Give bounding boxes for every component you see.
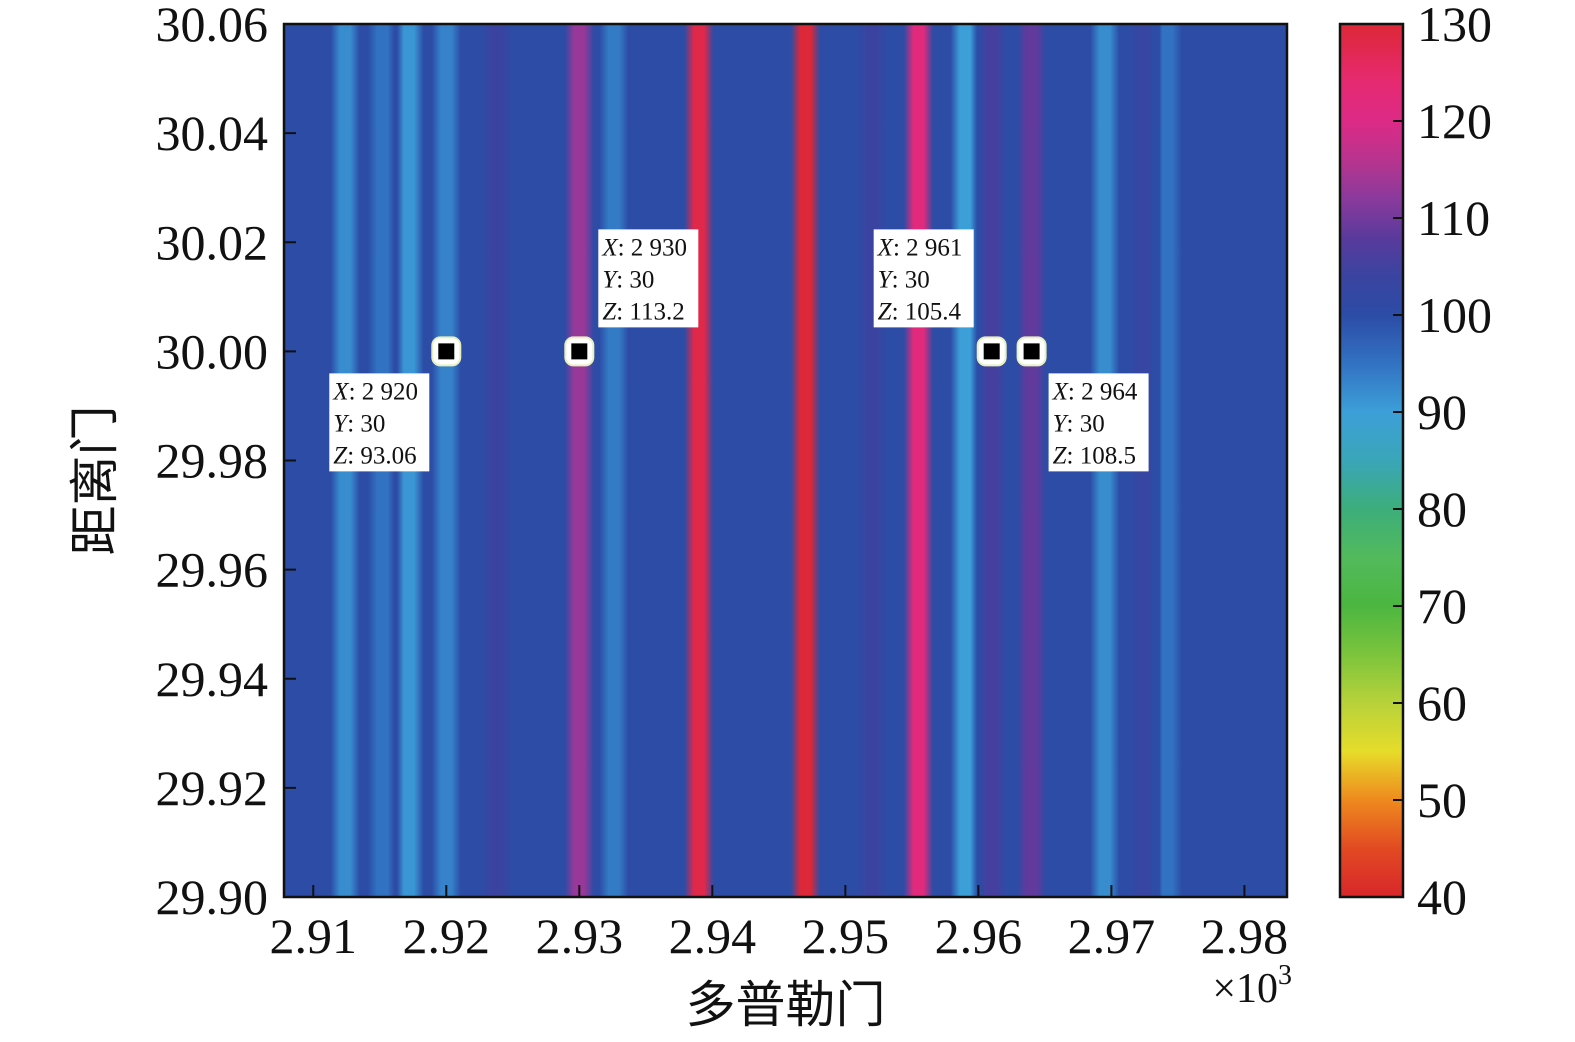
colorbar-tick-label: 60	[1417, 675, 1467, 731]
colorbar-tick-label: 100	[1417, 287, 1492, 343]
y-axis-ticks: 29.90 29.92 29.94 29.96 29.98 30.00 30.02 30.04…	[156, 0, 296, 925]
colorbar-tick-label: 90	[1417, 384, 1467, 440]
data-tip-box	[873, 229, 974, 328]
colorbar-tick-label: 110	[1417, 190, 1490, 246]
x-tick-label: 2.91	[270, 908, 358, 964]
y-tick-label: 30.02	[156, 214, 269, 270]
y-tick-label: 30.06	[156, 0, 269, 52]
x-tick-label: 2.97	[1068, 908, 1156, 964]
y-tick-label: 29.98	[156, 433, 269, 489]
data-tip-line-x: X: 2 920	[332, 378, 418, 405]
colorbar-ticks: 40 50 60 70 80 90 100 110 120 130	[1393, 0, 1492, 925]
data-marker-core	[571, 343, 588, 360]
data-tip-line-y: Y: 30	[878, 266, 930, 293]
data-tip-box	[1048, 373, 1149, 472]
data-tip-line-z: Z: 105.4	[878, 298, 962, 325]
x-tick-label: 2.92	[403, 908, 491, 964]
data-tip-line-x: X: 2 964	[1052, 378, 1138, 405]
colorbar-tick-label: 80	[1417, 481, 1467, 537]
data-marker-core	[983, 343, 1000, 360]
x-axis-multiplier-exponent: 3	[1278, 960, 1292, 991]
data-marker-core	[1023, 343, 1040, 360]
data-tip-line-z: Z: 108.5	[1053, 442, 1136, 469]
colorbar-tick-label: 120	[1417, 93, 1492, 149]
colorbar-tick-label: 40	[1417, 869, 1467, 925]
colorbar-tick-label: 70	[1417, 578, 1467, 634]
x-axis-multiplier-base: ×10	[1212, 966, 1278, 1012]
data-tip-box	[329, 373, 430, 472]
colorbar	[1340, 24, 1403, 897]
y-tick-label: 29.92	[156, 760, 269, 816]
y-tick-label: 29.90	[156, 869, 269, 925]
data-tip-line-x: X: 2 930	[601, 234, 687, 261]
x-tick-label: 2.98	[1201, 908, 1289, 964]
data-tip-line-z: Z: 113.2	[602, 298, 684, 325]
x-axis-ticks: 2.91 2.92 2.93 2.94 2.95 2.96 2.97 2.98	[270, 885, 1289, 964]
data-tip-box	[598, 229, 699, 328]
x-tick-label: 2.93	[536, 908, 624, 964]
x-tick-label: 2.94	[669, 908, 757, 964]
x-axis-multiplier: ×103	[1212, 960, 1292, 1012]
y-tick-label: 30.00	[156, 323, 269, 379]
data-marker-core	[438, 343, 455, 360]
y-tick-label: 30.04	[156, 105, 269, 161]
data-tip-annotations: X: 2 920 Y: 30 Z: 93.06 X: 2 930 Y: 30 Z: 113…	[329, 229, 1149, 472]
x-tick-label: 2.96	[935, 908, 1023, 964]
colorbar-tick-label: 50	[1417, 772, 1467, 828]
data-tip-line-z: Z: 93.06	[333, 442, 416, 469]
x-tick-label: 2.95	[802, 908, 890, 964]
colorbar-tick-label: 130	[1417, 0, 1492, 52]
data-markers	[431, 336, 1047, 367]
y-axis-title: 距离门	[66, 406, 124, 556]
x-axis-title: 多普勒门	[686, 976, 886, 1034]
y-tick-label: 29.94	[156, 651, 269, 707]
colorbar-frame	[1338, 22, 1405, 899]
data-tip-line-x: X: 2 961	[877, 234, 963, 261]
data-tip-line-y: Y: 30	[602, 266, 654, 293]
data-tip-line-y: Y: 30	[1053, 410, 1105, 437]
data-tip-line-y: Y: 30	[333, 410, 385, 437]
y-tick-label: 29.96	[156, 542, 269, 598]
